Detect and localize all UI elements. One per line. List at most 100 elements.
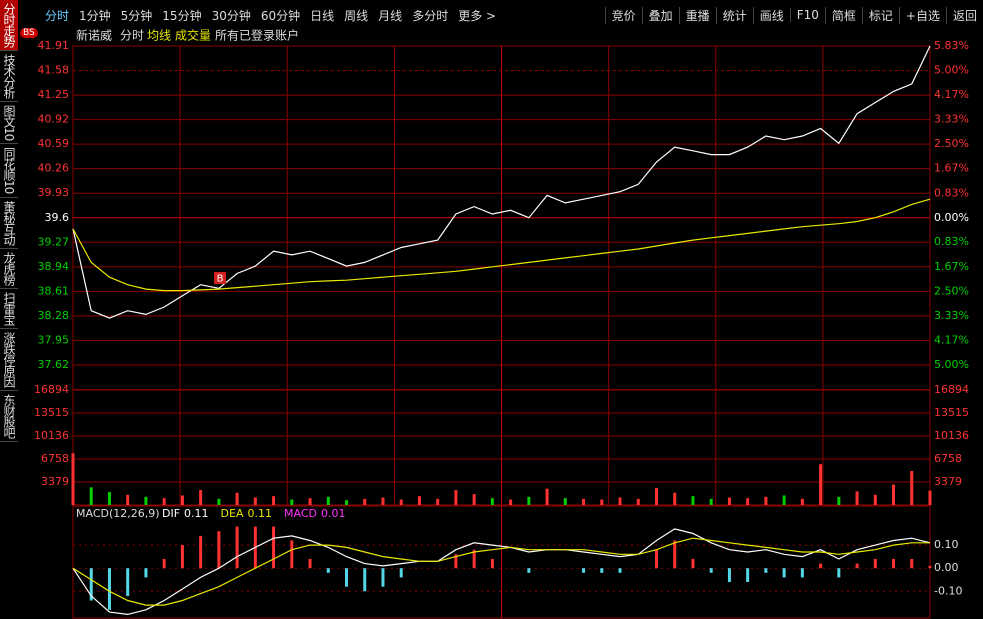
chart-subtitle: 所有已登录账户 <box>215 28 299 43</box>
sidebar-tab[interactable]: 图文10 <box>0 102 18 145</box>
toolbar-tab[interactable]: 日线 <box>310 8 335 23</box>
y2-tick-label: 4.17% <box>934 334 969 347</box>
toolbar-tab[interactable]: 15分钟 <box>162 8 202 23</box>
toolbar: 分时 1分钟 5分钟 15分钟 30分钟 60分钟 日线 周线 月线 多分时 更多 > 竞价 叠加 重播统… <box>40 4 983 26</box>
volume-bar <box>399 499 403 505</box>
volume-bar <box>910 470 914 505</box>
volume-bar <box>308 498 312 505</box>
sidebar-tab[interactable]: 东财股吧 <box>0 391 18 442</box>
volume-bar <box>582 498 586 505</box>
y2-tick-label: -0.10 <box>934 584 962 597</box>
toolbar-button[interactable]: 标记 <box>861 6 899 24</box>
toolbar-tab[interactable]: 30分钟 <box>211 8 251 23</box>
sidebar-tab[interactable]: 涨跌停原因 <box>0 329 18 391</box>
legend-value: 0.11 <box>248 507 273 520</box>
volume-bar <box>618 497 622 505</box>
toolbar-button[interactable]: 竞价 <box>604 6 642 24</box>
volume-bar <box>71 453 75 505</box>
y-tick-label: 16894 <box>34 383 69 396</box>
volume-bar <box>363 498 367 505</box>
y-tick-label: 39.93 <box>38 186 70 199</box>
toolbar-tab[interactable]: 5分钟 <box>120 8 153 23</box>
volume-bar <box>454 490 458 505</box>
y-tick-label: 39.6 <box>45 211 70 224</box>
toolbar-button[interactable]: 统计 <box>715 6 753 24</box>
volume-bar <box>272 496 276 505</box>
volume-bar <box>89 487 93 505</box>
toolbar-tab[interactable]: 月线 <box>378 8 403 23</box>
volume-bar <box>235 492 239 505</box>
legend-entry: DEA <box>221 507 244 520</box>
volume-bar <box>563 498 567 505</box>
y-tick-label: 40.26 <box>38 162 70 175</box>
toolbar-tab[interactable]: 更多 > <box>458 8 497 23</box>
sidebar-tab[interactable]: 同花顺10 <box>0 144 18 198</box>
volume-bar <box>290 499 294 505</box>
sidebar-tab[interactable]: 分时走势 <box>0 0 18 51</box>
volume-bar <box>381 497 385 505</box>
volume-bar <box>800 498 804 505</box>
toolbar-button[interactable]: +自选 <box>898 6 946 24</box>
y2-tick-label: 0.00 <box>934 561 959 574</box>
chart-title: 新诺威 <box>76 28 112 43</box>
toolbar-button[interactable]: 叠加 <box>641 6 679 24</box>
legend-entry: DIF <box>162 507 180 520</box>
sidebar-tab[interactable]: 龙虎榜 <box>0 249 18 289</box>
macd-line <box>72 528 931 616</box>
y2-tick-label: 6758 <box>934 452 962 465</box>
y2-tick-label: 10136 <box>934 429 969 442</box>
volume-bar <box>636 498 640 505</box>
volume-bar <box>199 490 203 505</box>
y-tick-label: 38.28 <box>38 309 70 322</box>
toolbar-tab[interactable]: 分时 <box>45 8 70 23</box>
toolbar-tab[interactable]: 60分钟 <box>260 8 301 23</box>
y2-tick-label: 1.67% <box>934 162 969 175</box>
volume-bar <box>509 499 513 505</box>
price-line <box>72 198 931 292</box>
toolbar-tab[interactable]: 多分时 <box>412 8 449 23</box>
sidebar-tab[interactable]: 董秘互动 <box>0 198 18 249</box>
toolbar-tab[interactable]: 1分钟 <box>79 8 111 23</box>
annotation: B <box>217 274 224 285</box>
y-tick-label: 38.61 <box>38 284 70 297</box>
sidebar: 分时走势 技术分析 图文10 同花顺10 董秘互动 龙虎榜 扫雷宝 涨跌停原因 东财股吧 <box>0 0 18 442</box>
volume-bar <box>855 491 859 505</box>
toolbar-left: 分时 1分钟 5分钟 15分钟 30分钟 60分钟 日线 周线 月线 多分时 更多 > <box>40 4 501 26</box>
volume-bar <box>746 498 750 505</box>
y-tick-label: 40.59 <box>38 137 70 150</box>
volume-bar <box>654 487 658 505</box>
y-tick-label: 41.25 <box>38 88 70 101</box>
sidebar-tab[interactable]: 扫雷宝 <box>0 289 18 329</box>
legend-entry: 分时 <box>120 29 144 43</box>
sidebar-tab[interactable]: 技术分析 <box>0 51 18 102</box>
y-tick-label: 3379 <box>41 475 69 488</box>
y2-tick-label: 0.83% <box>934 186 969 199</box>
y-tick-label: 39.27 <box>38 235 70 248</box>
volume-bar <box>837 496 841 505</box>
legend-entry: 均线 <box>147 29 171 43</box>
volume-bar <box>345 500 349 505</box>
volume-bar <box>782 495 786 505</box>
y2-tick-label: 5.00% <box>934 63 969 76</box>
volume-bar <box>472 494 476 505</box>
y2-tick-label: 0.00% <box>934 211 969 224</box>
toolbar-button[interactable]: 重播 <box>678 6 716 24</box>
volume-bar <box>436 498 440 505</box>
toolbar-button[interactable]: 简框 <box>824 6 862 24</box>
volume-bar <box>819 464 823 505</box>
volume-bar <box>126 494 130 505</box>
volume-bar <box>545 488 549 505</box>
volume-bar <box>144 496 148 505</box>
volume-bar <box>417 496 421 505</box>
macd-title: MACD(12,26,9) <box>76 507 160 520</box>
volume-bar <box>107 492 111 505</box>
y2-tick-label: 16894 <box>934 383 969 396</box>
y-tick-label: 41.91 <box>38 39 70 52</box>
toolbar-button[interactable]: 画线 <box>752 6 790 24</box>
volume-bar <box>709 498 713 505</box>
toolbar-button[interactable]: 返回 <box>945 6 983 24</box>
toolbar-button[interactable]: F10 <box>789 8 825 22</box>
toolbar-tab[interactable]: 周线 <box>344 8 369 23</box>
y2-tick-label: 2.50% <box>934 284 969 297</box>
